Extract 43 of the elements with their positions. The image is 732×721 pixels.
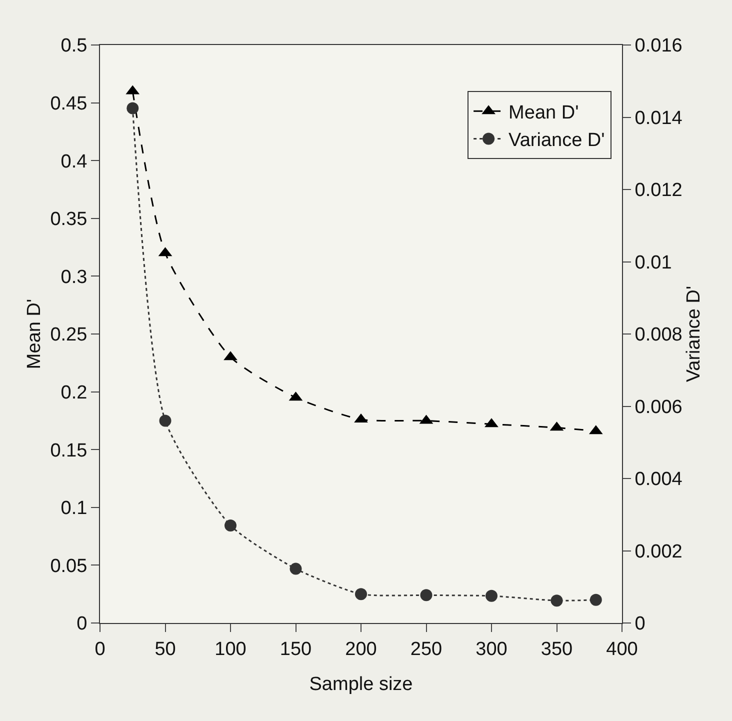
point: [486, 590, 498, 602]
y-tick-label: 0: [76, 614, 88, 635]
y2-axis-title: Variance D': [684, 286, 705, 382]
point: [126, 102, 139, 114]
x-axis-title: Sample size: [309, 674, 413, 695]
y-tick-label: 0.5: [60, 36, 88, 57]
point: [290, 562, 302, 575]
x-tick-label: 100: [214, 638, 246, 660]
x-tick-label: 250: [410, 638, 442, 660]
x-tick-label: 300: [476, 638, 508, 660]
y-tick-label: 0.05: [50, 556, 88, 577]
x-tick-label: 0: [94, 638, 106, 660]
y2-tick-label: 0.008: [634, 324, 682, 346]
point: [224, 519, 236, 532]
y2-tick-label: 0.016: [634, 36, 682, 57]
y-tick-label: 0.1: [60, 498, 88, 520]
y-tick-label: 0.35: [50, 209, 88, 230]
x-tick-label: 400: [606, 638, 638, 660]
y-tick-label: 0.45: [50, 93, 88, 114]
point: [159, 414, 172, 427]
y-tick-label: 0.25: [50, 324, 88, 346]
point: [420, 589, 432, 602]
y2-tick-label: 0.004: [634, 469, 683, 490]
y-tick-label: 0.4: [60, 151, 88, 172]
x-tick-label: 150: [280, 638, 312, 660]
point: [355, 588, 367, 600]
y2-tick-label: 0.006: [634, 396, 682, 418]
y2-tick-label: 0.01: [634, 252, 672, 274]
x-tick-label: 50: [154, 638, 176, 660]
x-tick-label: 350: [540, 638, 573, 660]
y2-tick-label: 0: [634, 614, 646, 635]
y-axis-title: Mean D': [24, 298, 46, 370]
y2-tick-label: 0.002: [634, 541, 682, 562]
y-tick-label: 0.3: [60, 266, 88, 288]
legend-label: Variance D': [508, 130, 605, 152]
y-tick-label: 0.15: [50, 440, 88, 462]
y-tick-label: 0.2: [60, 382, 88, 404]
point: [550, 594, 563, 607]
legend-label: Mean D': [508, 102, 579, 124]
point: [590, 594, 602, 606]
y2-tick-label: 0.012: [634, 180, 682, 202]
x-tick-label: 200: [345, 638, 377, 660]
y2-tick-label: 0.014: [634, 108, 683, 129]
